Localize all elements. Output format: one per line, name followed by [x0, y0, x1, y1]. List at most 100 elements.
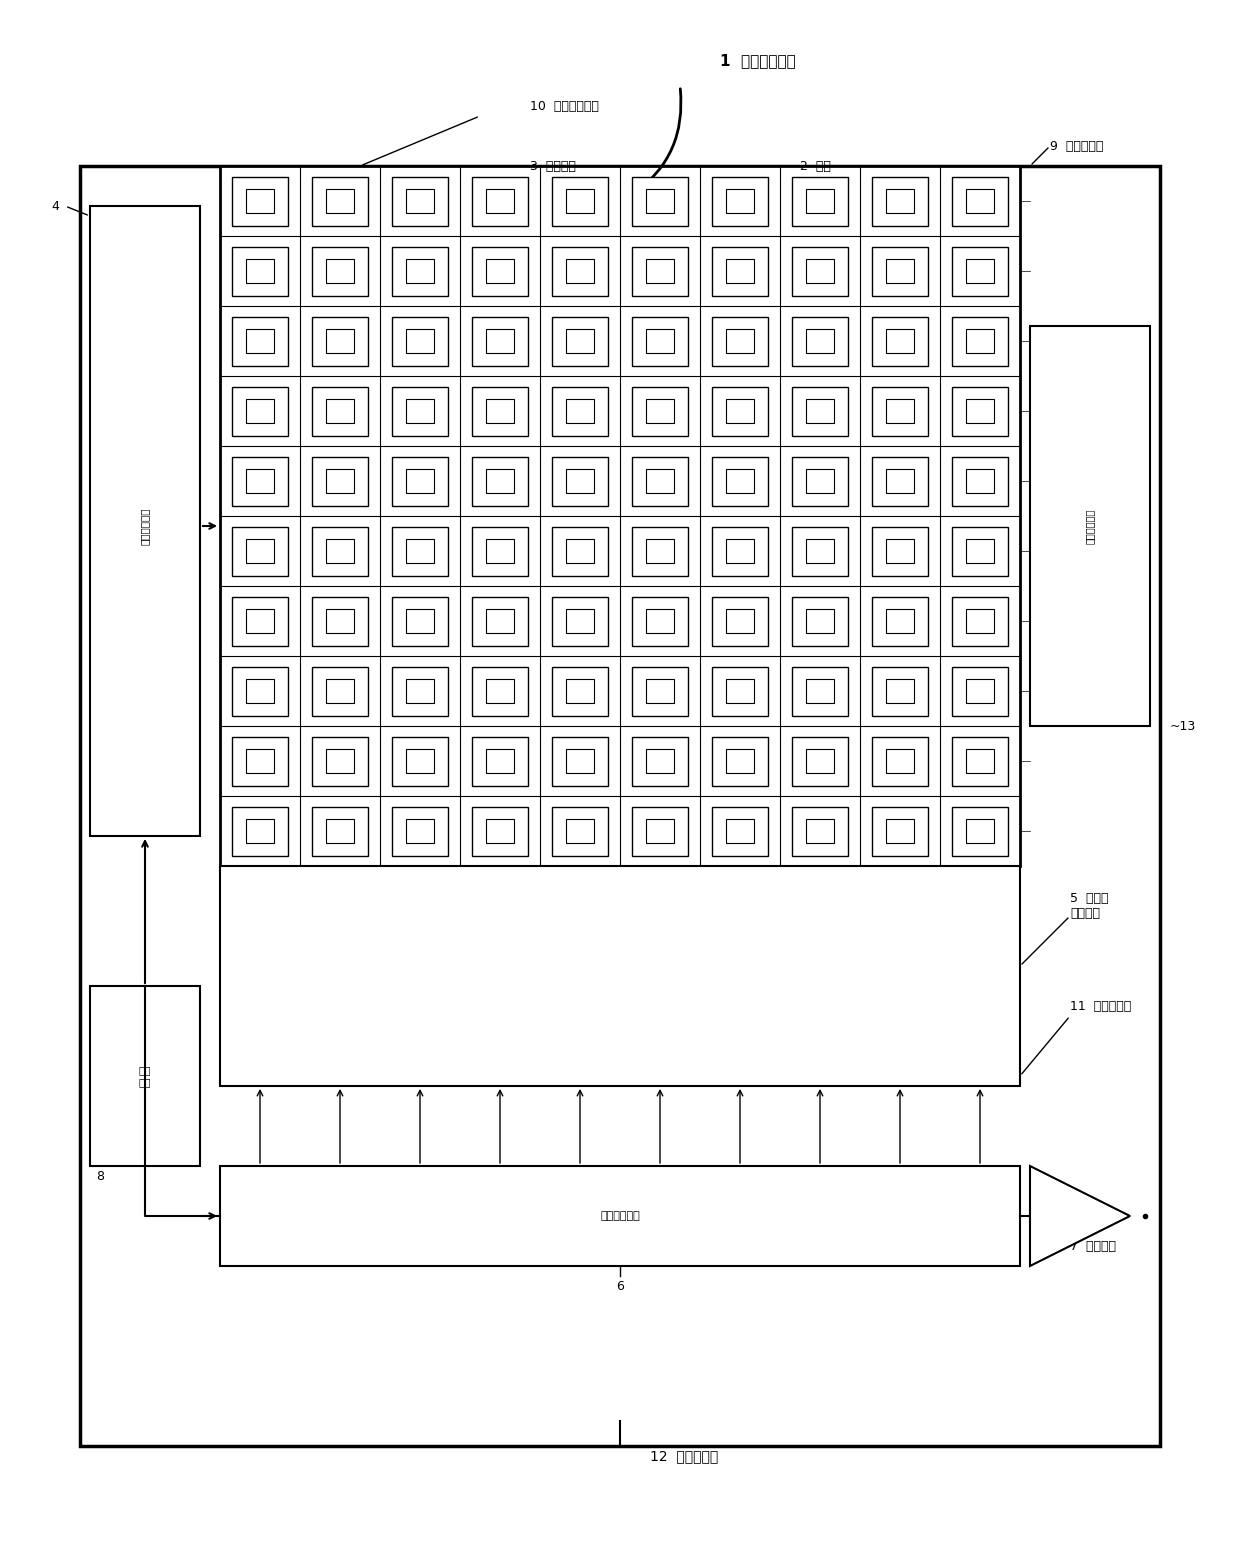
- FancyBboxPatch shape: [792, 386, 848, 436]
- Text: 12  半导体基板: 12 半导体基板: [650, 1449, 718, 1463]
- FancyBboxPatch shape: [405, 468, 434, 493]
- FancyBboxPatch shape: [219, 1166, 1021, 1266]
- FancyBboxPatch shape: [246, 679, 274, 703]
- FancyBboxPatch shape: [952, 176, 1008, 226]
- Text: 4: 4: [51, 199, 60, 212]
- FancyBboxPatch shape: [646, 260, 675, 283]
- FancyBboxPatch shape: [632, 176, 688, 226]
- FancyBboxPatch shape: [552, 386, 608, 436]
- FancyBboxPatch shape: [486, 399, 515, 424]
- FancyBboxPatch shape: [565, 189, 594, 213]
- FancyBboxPatch shape: [887, 819, 914, 843]
- FancyBboxPatch shape: [966, 679, 994, 703]
- FancyBboxPatch shape: [246, 399, 274, 424]
- FancyBboxPatch shape: [472, 666, 528, 716]
- FancyBboxPatch shape: [952, 527, 1008, 575]
- FancyBboxPatch shape: [792, 736, 848, 785]
- FancyBboxPatch shape: [646, 540, 675, 563]
- FancyBboxPatch shape: [632, 456, 688, 506]
- FancyBboxPatch shape: [552, 456, 608, 506]
- FancyBboxPatch shape: [966, 609, 994, 632]
- FancyBboxPatch shape: [486, 609, 515, 632]
- FancyBboxPatch shape: [872, 317, 928, 365]
- FancyBboxPatch shape: [326, 750, 353, 773]
- FancyBboxPatch shape: [792, 807, 848, 855]
- FancyBboxPatch shape: [472, 527, 528, 575]
- FancyBboxPatch shape: [312, 317, 368, 365]
- FancyBboxPatch shape: [792, 176, 848, 226]
- FancyBboxPatch shape: [712, 386, 768, 436]
- FancyBboxPatch shape: [392, 456, 448, 506]
- FancyBboxPatch shape: [552, 317, 608, 365]
- FancyBboxPatch shape: [565, 468, 594, 493]
- FancyBboxPatch shape: [712, 527, 768, 575]
- FancyBboxPatch shape: [326, 468, 353, 493]
- FancyBboxPatch shape: [312, 246, 368, 295]
- FancyBboxPatch shape: [246, 468, 274, 493]
- FancyBboxPatch shape: [646, 679, 675, 703]
- FancyBboxPatch shape: [219, 165, 1021, 866]
- FancyBboxPatch shape: [326, 819, 353, 843]
- Text: 8: 8: [95, 1169, 104, 1183]
- FancyBboxPatch shape: [632, 527, 688, 575]
- FancyBboxPatch shape: [806, 540, 835, 563]
- FancyBboxPatch shape: [712, 597, 768, 646]
- FancyBboxPatch shape: [392, 386, 448, 436]
- FancyBboxPatch shape: [887, 609, 914, 632]
- FancyBboxPatch shape: [966, 189, 994, 213]
- FancyBboxPatch shape: [232, 736, 288, 785]
- FancyBboxPatch shape: [326, 609, 353, 632]
- FancyBboxPatch shape: [646, 750, 675, 773]
- FancyBboxPatch shape: [232, 317, 288, 365]
- FancyBboxPatch shape: [312, 666, 368, 716]
- FancyBboxPatch shape: [312, 736, 368, 785]
- FancyBboxPatch shape: [246, 540, 274, 563]
- FancyBboxPatch shape: [472, 246, 528, 295]
- FancyBboxPatch shape: [872, 527, 928, 575]
- FancyBboxPatch shape: [405, 189, 434, 213]
- FancyBboxPatch shape: [952, 456, 1008, 506]
- FancyBboxPatch shape: [392, 666, 448, 716]
- FancyBboxPatch shape: [792, 597, 848, 646]
- FancyBboxPatch shape: [246, 819, 274, 843]
- FancyBboxPatch shape: [246, 260, 274, 283]
- FancyBboxPatch shape: [312, 527, 368, 575]
- FancyBboxPatch shape: [565, 399, 594, 424]
- FancyBboxPatch shape: [792, 456, 848, 506]
- FancyBboxPatch shape: [472, 597, 528, 646]
- FancyBboxPatch shape: [232, 666, 288, 716]
- FancyBboxPatch shape: [472, 317, 528, 365]
- FancyBboxPatch shape: [725, 750, 754, 773]
- FancyBboxPatch shape: [405, 750, 434, 773]
- FancyBboxPatch shape: [326, 329, 353, 352]
- FancyBboxPatch shape: [712, 176, 768, 226]
- FancyBboxPatch shape: [392, 736, 448, 785]
- FancyBboxPatch shape: [565, 329, 594, 352]
- FancyBboxPatch shape: [806, 189, 835, 213]
- FancyBboxPatch shape: [872, 176, 928, 226]
- FancyBboxPatch shape: [565, 819, 594, 843]
- FancyBboxPatch shape: [392, 527, 448, 575]
- FancyBboxPatch shape: [712, 807, 768, 855]
- FancyBboxPatch shape: [952, 246, 1008, 295]
- FancyBboxPatch shape: [552, 527, 608, 575]
- FancyBboxPatch shape: [887, 329, 914, 352]
- FancyBboxPatch shape: [232, 246, 288, 295]
- FancyBboxPatch shape: [792, 666, 848, 716]
- FancyBboxPatch shape: [887, 260, 914, 283]
- FancyBboxPatch shape: [966, 750, 994, 773]
- FancyBboxPatch shape: [486, 329, 515, 352]
- FancyBboxPatch shape: [632, 597, 688, 646]
- FancyBboxPatch shape: [712, 666, 768, 716]
- FancyBboxPatch shape: [632, 317, 688, 365]
- FancyBboxPatch shape: [646, 468, 675, 493]
- FancyBboxPatch shape: [246, 329, 274, 352]
- FancyBboxPatch shape: [632, 666, 688, 716]
- FancyBboxPatch shape: [472, 736, 528, 785]
- FancyBboxPatch shape: [552, 597, 608, 646]
- FancyBboxPatch shape: [632, 736, 688, 785]
- FancyBboxPatch shape: [966, 260, 994, 283]
- FancyBboxPatch shape: [232, 386, 288, 436]
- FancyBboxPatch shape: [565, 540, 594, 563]
- FancyBboxPatch shape: [486, 540, 515, 563]
